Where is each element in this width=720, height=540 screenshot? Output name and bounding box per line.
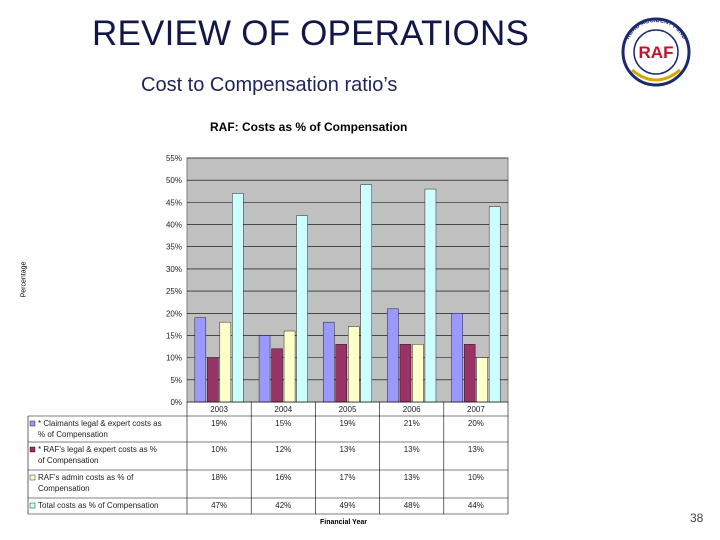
raf-logo: RAF ROAD ACCIDENT FUND: [621, 17, 691, 87]
chart-title: RAF: Costs as % of Compensation: [210, 120, 408, 134]
bar-3-2004: [296, 215, 308, 403]
bar-1-2007: [463, 344, 476, 403]
data-label-2-2003: 18%: [211, 473, 227, 482]
y-tick-label: 0%: [170, 398, 182, 407]
bar-0-2007: [451, 313, 463, 403]
data-label-3-2007: 44%: [468, 501, 484, 510]
data-label-1-2003: 10%: [211, 445, 227, 454]
data-label-2-2005: 17%: [339, 473, 355, 482]
y-tick-label: 10%: [166, 354, 182, 363]
legend-label-0: % of Compensation: [38, 430, 108, 439]
x-tick-label: 2006: [403, 405, 421, 414]
data-label-3-2004: 42%: [275, 501, 291, 510]
data-label-3-2005: 49%: [339, 501, 355, 510]
bar-3-2005: [360, 184, 372, 403]
y-tick-label: 55%: [166, 154, 182, 163]
data-label-1-2004: 12%: [275, 445, 291, 454]
bar-0-2004: [258, 335, 271, 403]
legend-label-3: Total costs as % of Compensation: [38, 501, 159, 510]
legend-label-2: Compensation: [38, 484, 90, 493]
bar-3-2006: [424, 188, 437, 403]
legend-label-1: of Compensation: [38, 456, 98, 465]
x-axis-label: Financial Year: [320, 519, 367, 526]
data-label-3-2003: 47%: [211, 501, 227, 510]
bar-3-2003: [232, 193, 244, 403]
y-tick-label: 50%: [166, 176, 182, 185]
bar-1-2005: [335, 344, 347, 403]
bar-1-2006: [399, 344, 412, 403]
bar-2-2004: [283, 330, 296, 403]
y-tick-label: 5%: [170, 376, 182, 385]
bar-2-2007: [476, 357, 488, 403]
slide-title: REVIEW OF OPERATIONS: [92, 14, 530, 53]
x-tick-label: 2004: [274, 405, 292, 414]
bar-0-2006: [387, 308, 399, 403]
data-label-0-2003: 19%: [211, 419, 227, 428]
y-tick-label: 25%: [166, 287, 182, 296]
bar-1-2004: [271, 348, 283, 403]
y-tick-label: 15%: [166, 331, 182, 340]
data-label-2-2007: 10%: [468, 473, 484, 482]
legend-label-2: RAF's admin costs as % of: [38, 473, 134, 482]
page-number: 38: [690, 511, 704, 525]
data-label-0-2007: 20%: [468, 419, 484, 428]
logo-letters: RAF: [639, 43, 674, 62]
legend-swatch-3: [29, 502, 36, 509]
bar-2-2003: [219, 321, 232, 403]
y-tick-label: 45%: [166, 198, 182, 207]
legend-label-1: * RAF's legal & expert costs as %: [38, 445, 157, 454]
data-label-1-2007: 13%: [468, 445, 484, 454]
data-label-0-2006: 21%: [404, 419, 420, 428]
y-tick-label: 40%: [166, 221, 182, 230]
data-label-2-2006: 13%: [404, 473, 420, 482]
x-tick-label: 2005: [339, 405, 357, 414]
legend-label-0: * Claimants legal & expert costs as: [38, 419, 162, 428]
data-label-1-2005: 13%: [339, 445, 355, 454]
legend-swatch-2: [29, 474, 36, 481]
slide-subtitle: Cost to Compensation ratio’s: [141, 74, 398, 96]
data-label-2-2004: 16%: [275, 473, 291, 482]
legend-swatch-1: [29, 446, 36, 453]
data-label-0-2005: 19%: [339, 419, 355, 428]
bar-3-2007: [488, 206, 501, 403]
bar-1-2003: [207, 357, 219, 403]
bar-2-2005: [348, 326, 360, 403]
legend-swatch-0: [29, 420, 36, 427]
data-label-3-2006: 48%: [404, 501, 420, 510]
bar-0-2005: [323, 321, 335, 403]
bar-0-2003: [194, 317, 207, 403]
y-tick-label: 20%: [166, 309, 182, 318]
bar-2-2006: [412, 344, 424, 403]
y-tick-label: 35%: [166, 243, 182, 252]
x-tick-label: 2007: [467, 405, 485, 414]
y-tick-label: 30%: [166, 265, 182, 274]
data-label-1-2006: 13%: [404, 445, 420, 454]
x-tick-label: 2003: [210, 405, 228, 414]
data-label-0-2004: 15%: [275, 419, 291, 428]
